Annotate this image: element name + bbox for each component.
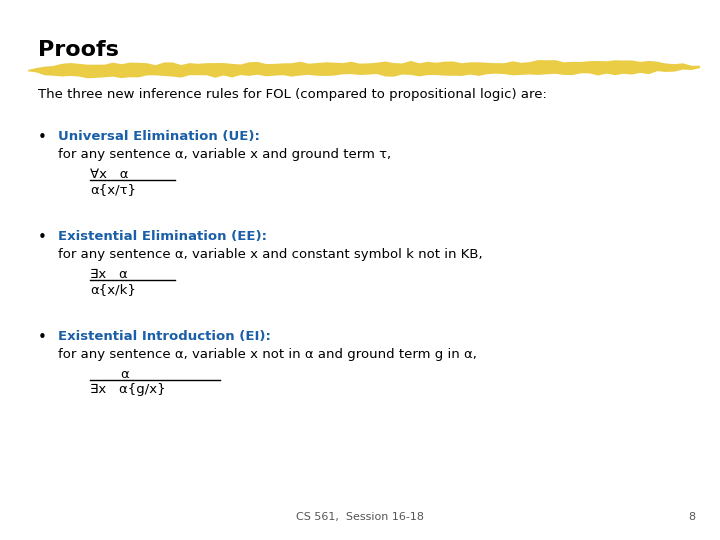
Text: ∃x   α: ∃x α: [90, 268, 127, 281]
Text: α{x/τ}: α{x/τ}: [90, 183, 136, 196]
Text: α: α: [120, 368, 129, 381]
Text: Existential Elimination (EE):: Existential Elimination (EE):: [58, 230, 267, 243]
Text: 8: 8: [688, 512, 695, 522]
Text: Proofs: Proofs: [38, 40, 119, 60]
Text: CS 561,  Session 16-18: CS 561, Session 16-18: [296, 512, 424, 522]
Text: •: •: [38, 130, 47, 145]
Text: •: •: [38, 330, 47, 345]
Text: Existential Introduction (EI):: Existential Introduction (EI):: [58, 330, 271, 343]
Text: ∀x   α: ∀x α: [90, 168, 128, 181]
Text: Universal Elimination (UE):: Universal Elimination (UE):: [58, 130, 260, 143]
Text: for any sentence α, variable x and ground term τ,: for any sentence α, variable x and groun…: [58, 148, 391, 161]
Text: •: •: [38, 230, 47, 245]
Text: ∃x   α{g/x}: ∃x α{g/x}: [90, 383, 166, 396]
Text: for any sentence α, variable x and constant symbol k not in KB,: for any sentence α, variable x and const…: [58, 248, 482, 261]
Text: α{x/k}: α{x/k}: [90, 283, 136, 296]
Text: The three new inference rules for FOL (compared to propositional logic) are:: The three new inference rules for FOL (c…: [38, 88, 547, 101]
Polygon shape: [28, 60, 700, 78]
Text: for any sentence α, variable x not in α and ground term g in α,: for any sentence α, variable x not in α …: [58, 348, 477, 361]
